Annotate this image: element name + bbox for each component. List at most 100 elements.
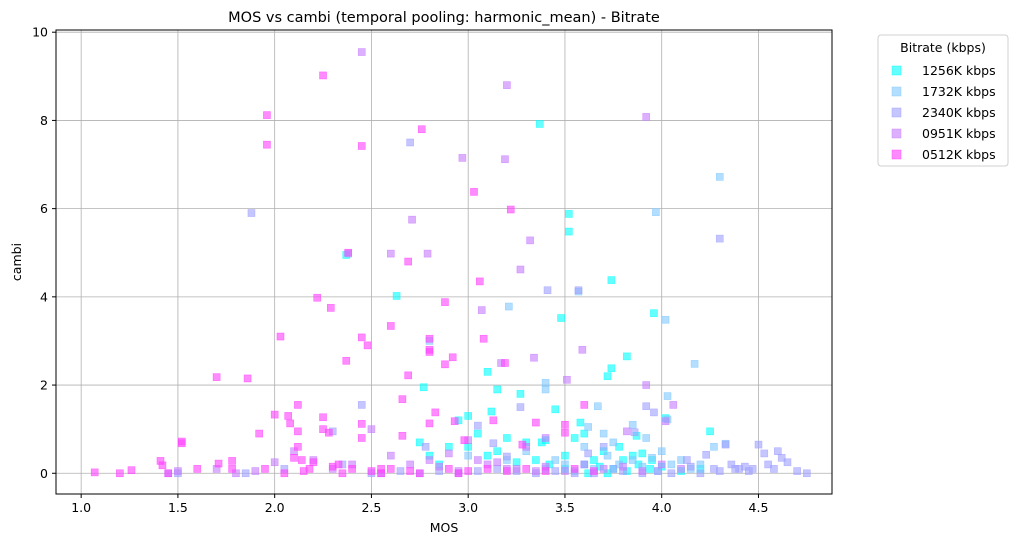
data-point-series-4 (406, 467, 414, 475)
data-point-series-4 (286, 419, 294, 428)
data-point-series-4 (228, 465, 236, 473)
data-point-series-4 (483, 465, 492, 473)
data-point-series-0 (483, 451, 492, 460)
data-point-series-4 (441, 360, 449, 369)
data-point-series-4 (501, 359, 509, 367)
data-point-series-3 (580, 460, 589, 469)
data-point-series-4 (386, 465, 395, 473)
data-point-series-4 (294, 401, 302, 409)
data-point-series-4 (363, 341, 372, 350)
data-point-series-3 (669, 401, 678, 409)
x-tick-label: 4.0 (652, 500, 672, 515)
data-point-series-1 (505, 302, 513, 311)
data-point-series-2 (247, 209, 256, 217)
data-point-series-4 (561, 428, 569, 437)
data-point-series-2 (489, 439, 498, 448)
data-point-series-4 (532, 418, 540, 427)
data-point-series-0 (580, 429, 589, 438)
x-tick-label: 4.5 (749, 500, 769, 515)
data-point-series-4 (417, 125, 426, 134)
data-point-series-1 (715, 173, 724, 181)
legend-marker (891, 107, 902, 118)
data-point-series-0 (516, 390, 525, 398)
data-point-series-4 (294, 427, 302, 436)
legend-marker (891, 65, 902, 76)
data-point-series-4 (454, 469, 463, 478)
data-point-series-2 (650, 408, 658, 417)
data-point-series-4 (344, 248, 353, 257)
data-point-series-0 (557, 314, 565, 322)
data-point-series-4 (193, 465, 202, 473)
data-point-series-3 (578, 345, 587, 354)
data-point-series-4 (328, 462, 337, 471)
data-point-series-4 (448, 353, 457, 362)
data-point-series-0 (570, 434, 579, 442)
data-point-series-3 (386, 451, 395, 460)
data-point-series-1 (657, 447, 666, 456)
data-point-series-0 (474, 429, 482, 438)
x-tick-label: 2.0 (265, 500, 285, 515)
data-point-series-1 (609, 438, 618, 447)
x-tick-label: 1.5 (168, 500, 188, 515)
data-point-series-2 (503, 452, 511, 461)
data-point-series-4 (425, 334, 434, 343)
data-point-series-2 (754, 440, 763, 449)
data-point-series-3 (561, 467, 569, 475)
data-point-series-4 (164, 469, 173, 478)
data-point-series-0 (623, 352, 631, 361)
data-point-series-4 (127, 466, 136, 474)
data-point-series-4 (377, 469, 385, 478)
data-point-series-4 (338, 469, 347, 478)
data-point-series-2 (764, 460, 772, 469)
data-point-series-1 (551, 456, 560, 464)
data-point-series-3 (477, 306, 486, 314)
data-point-series-0 (487, 407, 496, 416)
data-point-series-4 (309, 458, 318, 467)
data-point-series-0 (503, 434, 511, 442)
data-point-series-1 (642, 434, 651, 442)
data-point-series-3 (642, 381, 651, 389)
data-point-series-4 (284, 412, 293, 420)
y-tick-label: 2 (40, 378, 48, 393)
data-point-series-0 (445, 443, 453, 451)
data-point-series-3 (526, 236, 534, 245)
data-point-series-3 (474, 456, 482, 464)
data-point-series-3 (619, 462, 627, 471)
data-point-series-1 (661, 315, 670, 324)
data-point-series-2 (642, 402, 651, 411)
data-point-series-4 (460, 436, 469, 444)
data-point-series-1 (690, 360, 699, 368)
data-point-series-4 (580, 401, 589, 409)
data-point-series-4 (503, 467, 511, 475)
data-point-series-4 (445, 465, 453, 473)
grid (56, 30, 832, 494)
data-point-series-4 (506, 205, 515, 214)
data-point-series-1 (561, 460, 569, 469)
data-point-series-4 (431, 408, 440, 417)
data-point-series-2 (774, 447, 782, 456)
data-point-series-4 (297, 456, 306, 464)
data-point-series-4 (357, 420, 366, 428)
plot-frame (55, 29, 833, 495)
legend-marker (891, 86, 902, 97)
data-point-series-0 (535, 120, 544, 128)
data-point-series-2 (406, 138, 414, 147)
data-point-series-3 (408, 215, 416, 224)
data-point-series-4 (357, 434, 366, 442)
data-point-series-4 (276, 332, 285, 341)
data-point-series-0 (537, 438, 546, 447)
data-point-series-2 (783, 458, 792, 467)
axis-ticks: 1.0 1.5 2.0 2.5 3.0 3.5 4.0 4.5 0 2 4 6 8 10 (32, 25, 768, 515)
data-point-series-4 (263, 140, 271, 149)
data-point-series-2 (683, 456, 691, 464)
legend-title: Bitrate (kbps) (900, 40, 986, 55)
y-tick-label: 6 (40, 201, 48, 216)
data-point-series-2 (760, 449, 769, 458)
data-point-series-2 (396, 467, 405, 475)
y-tick-label: 0 (40, 466, 48, 481)
y-axis-label: cambi (9, 243, 24, 281)
legend-entry: 0951K kbps (922, 126, 996, 141)
data-point-series-0 (650, 309, 658, 317)
data-point-series-2 (493, 465, 502, 473)
